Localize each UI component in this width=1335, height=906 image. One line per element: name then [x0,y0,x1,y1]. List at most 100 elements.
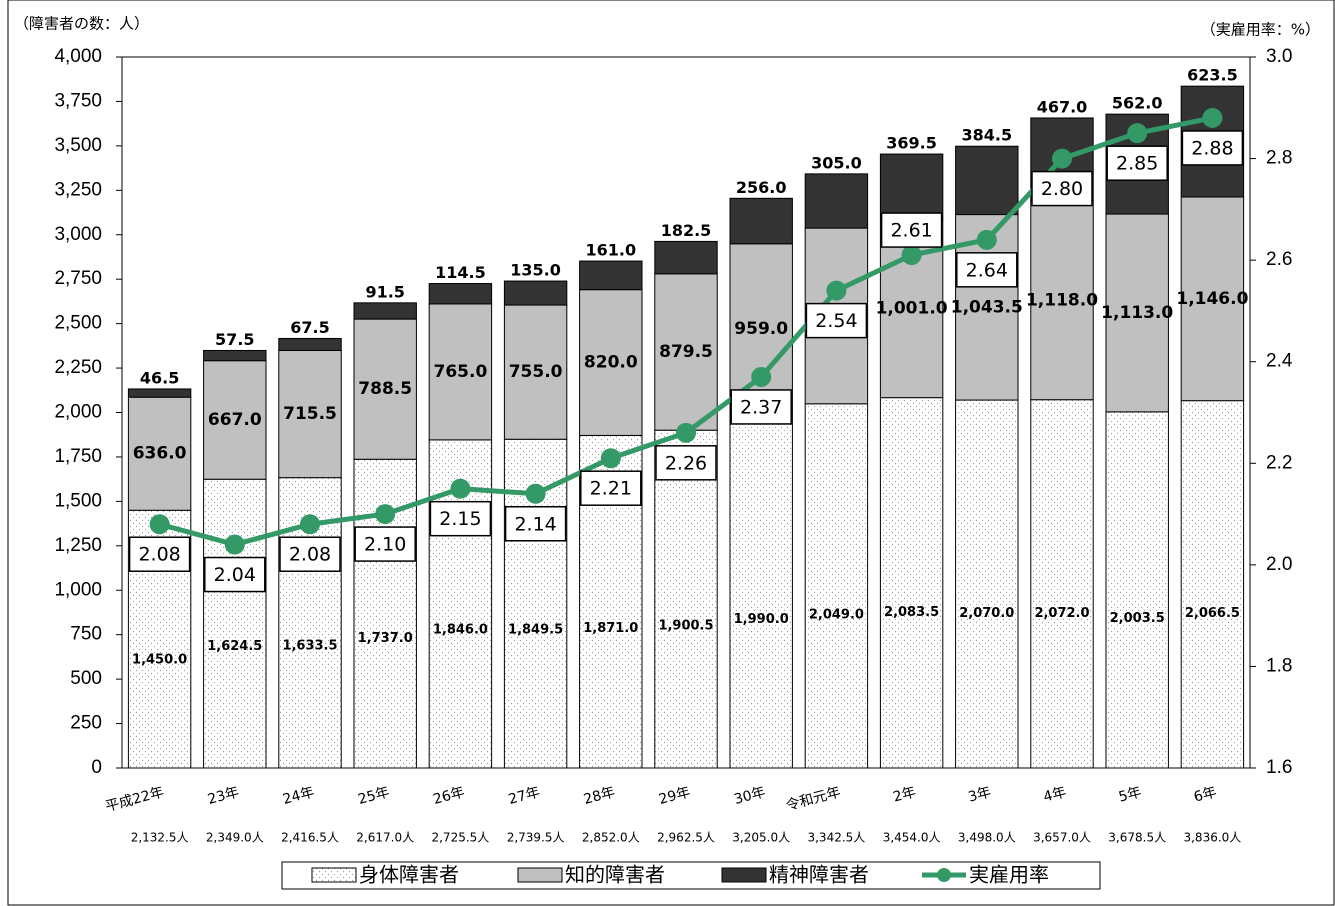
x-tick-label: 6年 [1192,784,1218,805]
y2-tick-label: 1.8 [1266,655,1292,676]
line-point [300,514,320,535]
data-label: 2.26 [665,452,707,474]
data-label: 2.54 [815,310,857,332]
bar-segment [203,349,267,362]
total-label: 3,205.0人 [732,831,790,845]
bar-segment [428,283,493,305]
data-label: 2,066.5 [1185,606,1240,621]
data-label: 1,737.0 [358,631,413,646]
bar-segment [278,349,342,479]
line-point [224,534,245,555]
x-tick-label: 25年 [356,784,391,808]
y-tick-label: 2,000 [54,402,102,423]
line-point [826,280,847,301]
y-tick-label: 3,750 [54,90,102,111]
data-label: 1,633.5 [282,639,337,654]
line-point [976,229,997,250]
data-label: 384.5 [961,126,1012,145]
data-label: 2.85 [1116,153,1158,175]
legend-label: 身体障害者 [359,863,459,887]
data-label: 1,043.5 [951,297,1023,317]
line-point [676,422,696,443]
total-label: 2,725.5人 [431,831,489,845]
line-point [375,504,396,525]
line-point [149,514,170,535]
y2-tick-label: 2.0 [1266,554,1292,575]
data-label: 2.14 [514,513,556,535]
bar-segment [1105,411,1169,769]
y2-tick-label: 2.4 [1266,351,1293,372]
x-tick-label: 2年 [891,784,917,805]
bar-segment [353,302,417,320]
data-label: 1,846.0 [433,623,488,638]
total-label: 2,852.0人 [582,831,640,845]
label-box [655,445,717,481]
data-label: 57.5 [215,330,254,349]
bar-segment [428,303,493,441]
legend-swatch [721,867,767,883]
x-tick-label: 4年 [1042,784,1068,805]
y2-tick-label: 1.6 [1266,757,1292,778]
bar-segment [1030,399,1094,769]
bar-segment [654,429,718,769]
bar-segment [503,280,568,306]
data-label: 1,871.0 [583,621,638,636]
bar-segment [579,260,643,291]
data-label: 2.04 [214,564,256,586]
total-label: 3,836.0人 [1183,831,1241,845]
data-label: 715.5 [283,404,337,424]
y-axis-label: （障害者の数：人） [14,15,149,33]
data-label: 562.0 [1112,94,1163,113]
label-box [880,212,943,248]
y-tick-label: 1,000 [54,579,102,600]
data-label: 2,083.5 [884,605,939,620]
data-label: 135.0 [510,261,561,280]
y-tick-label: 2,750 [54,268,102,289]
total-label: 2,617.0人 [356,831,414,845]
label-box [504,506,567,542]
bar-segment [579,289,643,436]
data-label: 2.08 [289,544,331,566]
data-label: 667.0 [208,410,262,430]
data-label: 114.5 [435,263,486,282]
y-tick-label: 1,500 [54,490,102,511]
data-label: 1,118.0 [1026,290,1098,310]
bar-segment [804,403,869,769]
line-point [1202,107,1223,128]
x-tick-label: 3年 [967,784,993,805]
y-tick-label: 750 [70,624,102,645]
data-label: 369.5 [886,134,937,153]
x-tick-label: 28年 [582,784,617,808]
x-tick-label: 23年 [206,784,241,808]
data-label: 1,990.0 [734,612,789,627]
x-tick-label: 26年 [432,784,467,808]
data-label: 2,049.0 [809,608,864,623]
y-tick-label: 4,000 [54,46,102,67]
bar-segment [654,240,718,275]
y-tick-label: 2,500 [54,313,102,334]
data-label: 879.5 [659,342,713,362]
total-label: 3,454.0人 [883,831,941,845]
bar-segment [804,173,869,229]
y2-tick-label: 2.8 [1266,148,1292,169]
data-label: 2.80 [1041,178,1083,200]
bar-segment [353,318,417,460]
x-tick-label: 30年 [732,784,767,808]
x-tick-label: 27年 [507,784,542,808]
line-point [600,448,621,469]
bar-segment [879,153,944,221]
line-point [450,478,471,499]
data-label: 467.0 [1037,97,1088,116]
legend-label: 実雇用率 [969,863,1049,887]
legend-swatch [311,867,357,883]
data-label: 1,900.5 [658,619,713,634]
bar-segment [729,413,793,769]
label-box [1181,130,1244,166]
bar-segment [955,399,1019,769]
data-label: 1,001.0 [876,299,948,319]
bar-segment [203,478,267,769]
data-label: 2,070.0 [959,606,1014,621]
label-box [128,536,191,572]
data-label: 959.0 [734,319,788,339]
